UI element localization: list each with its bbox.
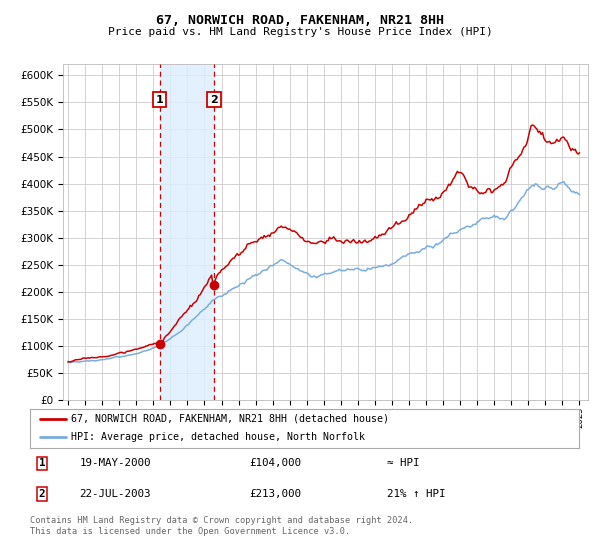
Text: ≈ HPI: ≈ HPI <box>387 459 419 469</box>
Text: 21% ↑ HPI: 21% ↑ HPI <box>387 489 445 500</box>
Text: 2: 2 <box>39 489 46 500</box>
Text: 67, NORWICH ROAD, FAKENHAM, NR21 8HH: 67, NORWICH ROAD, FAKENHAM, NR21 8HH <box>156 14 444 27</box>
Text: 67, NORWICH ROAD, FAKENHAM, NR21 8HH (detached house): 67, NORWICH ROAD, FAKENHAM, NR21 8HH (de… <box>71 414 389 424</box>
Text: 1: 1 <box>156 95 164 105</box>
Text: Contains HM Land Registry data © Crown copyright and database right 2024.
This d: Contains HM Land Registry data © Crown c… <box>30 516 413 536</box>
Text: £213,000: £213,000 <box>250 489 302 500</box>
Text: 1: 1 <box>39 459 46 469</box>
Text: 19-MAY-2000: 19-MAY-2000 <box>79 459 151 469</box>
Text: £104,000: £104,000 <box>250 459 302 469</box>
Bar <box>160 64 214 400</box>
Text: 2: 2 <box>210 95 218 105</box>
Text: 22-JUL-2003: 22-JUL-2003 <box>79 489 151 500</box>
Text: HPI: Average price, detached house, North Norfolk: HPI: Average price, detached house, Nort… <box>71 432 365 442</box>
Text: Price paid vs. HM Land Registry's House Price Index (HPI): Price paid vs. HM Land Registry's House … <box>107 27 493 37</box>
